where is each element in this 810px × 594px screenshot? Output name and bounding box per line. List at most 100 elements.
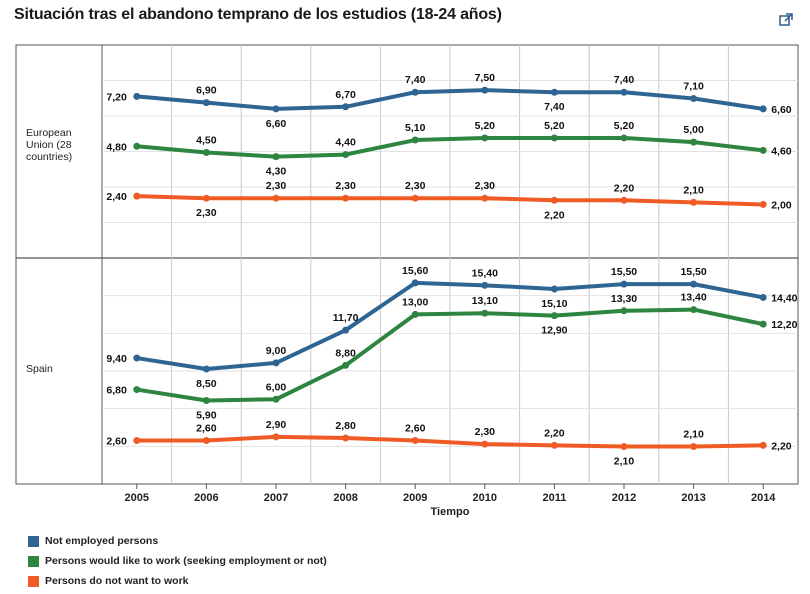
data-label: 2,60	[405, 422, 426, 434]
x-tick-label: 2011	[542, 492, 566, 504]
data-point	[620, 443, 628, 451]
chart-title: Situación tras el abandono temprano de l…	[14, 6, 502, 23]
data-point	[202, 99, 210, 107]
legend-item-do-not-want-to-work[interactable]: Persons do not want to work	[28, 571, 327, 591]
data-label: 2,10	[683, 184, 704, 196]
x-tick-label: 2006	[194, 492, 218, 504]
data-label: 13,00	[402, 296, 428, 308]
data-label: 9,00	[266, 345, 287, 357]
data-label: 5,20	[614, 120, 635, 132]
data-label: 2,30	[475, 180, 496, 192]
data-label: 15,40	[472, 267, 498, 279]
data-label: 7,10	[683, 80, 704, 92]
data-label: 13,10	[472, 295, 498, 307]
data-point	[620, 280, 628, 288]
data-label: 13,40	[680, 292, 706, 304]
chart-frame	[15, 44, 799, 485]
data-label: 2,10	[683, 429, 704, 441]
data-point	[759, 320, 767, 328]
panel-label: European	[26, 127, 72, 139]
data-label: 2,30	[405, 180, 426, 192]
data-point	[133, 436, 141, 444]
data-point	[481, 86, 489, 94]
data-point	[620, 134, 628, 142]
data-label: 13,30	[611, 293, 637, 305]
data-point	[550, 134, 558, 142]
data-point	[620, 88, 628, 96]
data-label: 8,50	[196, 378, 217, 390]
data-label: 6,90	[196, 85, 217, 97]
data-label: 6,60	[266, 118, 287, 130]
data-label: 2,20	[771, 440, 792, 452]
data-label: 2,00	[771, 199, 792, 211]
data-point	[411, 279, 419, 287]
data-point	[690, 138, 698, 146]
data-label: 12,20	[771, 319, 797, 331]
data-label: 11,70	[333, 312, 359, 324]
data-label: 7,40	[614, 74, 635, 86]
data-point	[272, 105, 280, 113]
data-point	[550, 196, 558, 204]
series-line	[134, 280, 766, 371]
data-label: 15,60	[402, 265, 428, 277]
data-point	[690, 306, 698, 314]
data-label: 9,40	[106, 353, 127, 365]
data-label: 2,40	[106, 191, 127, 203]
x-tick-label: 2007	[264, 492, 288, 504]
legend-item-would-like-to-work[interactable]: Persons would like to work (seeking empl…	[28, 551, 327, 571]
legend-swatch	[28, 535, 39, 547]
legend-swatch	[28, 555, 39, 567]
x-tick-label: 2005	[125, 492, 149, 504]
external-link-icon[interactable]	[778, 12, 794, 28]
data-label: 4,50	[196, 135, 217, 147]
data-label: 2,30	[475, 426, 496, 438]
data-label: 5,20	[475, 120, 496, 132]
data-label: 2,30	[196, 207, 217, 219]
data-point	[759, 441, 767, 449]
chart-area: 2005 2006 2007 2008 2009 2010 2011 2012 2013 2014…	[15, 44, 799, 518]
data-label: 5,10	[405, 122, 426, 134]
data-point	[342, 103, 350, 111]
data-point	[272, 395, 280, 403]
legend-label: Not employed persons	[45, 535, 159, 547]
data-point	[272, 433, 280, 441]
data-point	[550, 312, 558, 320]
series-line	[134, 434, 766, 449]
data-point	[133, 92, 141, 100]
x-tick-label: 2008	[333, 492, 357, 504]
data-point	[690, 443, 698, 451]
data-label: 15,10	[541, 298, 567, 310]
data-point	[550, 285, 558, 293]
data-label: 8,80	[335, 347, 356, 359]
data-label: 4,30	[266, 166, 287, 178]
x-axis-label: Tiempo	[431, 506, 470, 518]
data-point	[481, 194, 489, 202]
data-point	[690, 280, 698, 288]
data-label: 6,80	[106, 385, 127, 397]
data-point	[133, 142, 141, 150]
data-point	[133, 354, 141, 362]
legend-item-not-employed[interactable]: Not employed persons	[28, 531, 327, 551]
data-point	[202, 436, 210, 444]
data-point	[272, 359, 280, 367]
data-point	[759, 293, 767, 301]
data-label: 4,80	[106, 141, 127, 153]
x-tick-label: 2012	[612, 492, 636, 504]
data-point	[411, 310, 419, 318]
panel-label: countries)	[26, 151, 72, 163]
data-point	[759, 146, 767, 154]
data-point	[342, 326, 350, 334]
data-point	[202, 194, 210, 202]
data-point	[202, 149, 210, 156]
data-point	[759, 105, 767, 113]
data-point	[342, 194, 350, 202]
data-label: 2,30	[266, 180, 287, 192]
data-point	[133, 192, 141, 200]
data-label: 6,60	[771, 104, 792, 116]
data-point	[620, 307, 628, 315]
data-point	[690, 198, 698, 206]
legend: Not employed persons Persons would like …	[28, 531, 327, 591]
data-label: 5,00	[683, 124, 704, 136]
data-label: 2,20	[544, 209, 565, 221]
legend-swatch	[28, 575, 39, 587]
